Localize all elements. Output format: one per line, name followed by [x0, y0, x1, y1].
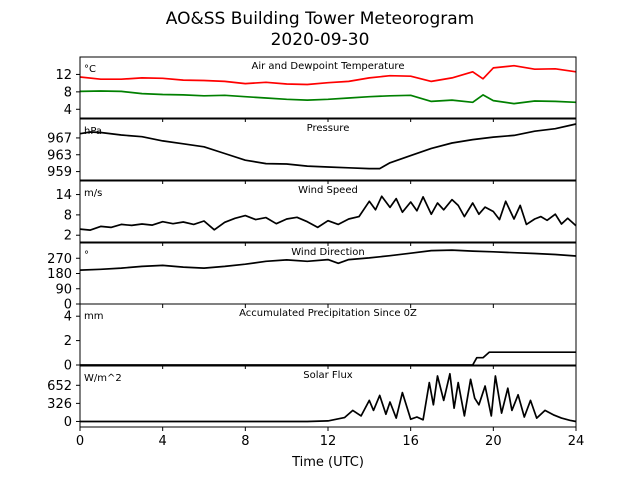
series-line-panel2-s0	[79, 123, 577, 170]
panel-3: 2 8 14 m/s Wind Speed	[55, 180, 577, 246]
x-tick-label: 16	[402, 434, 419, 449]
panel-unit-label: °C	[84, 64, 96, 75]
panels-group: 4 8 12 °C Air and Dewpoint Temperature 959 963…	[47, 56, 577, 431]
panel-unit-label: m/s	[84, 188, 102, 199]
x-axis: 0 4 8 12 16 20 24	[76, 434, 584, 449]
panel-5: 0 2 4 mm Accumulated Precipitation Since 0Z	[64, 303, 577, 374]
x-tick-label: 20	[485, 434, 502, 449]
figure-title: AO&SS Building Tower Meteorogram	[166, 9, 474, 29]
series-line-panel5-s0	[80, 351, 576, 366]
x-axis-label: Time (UTC)	[291, 455, 364, 470]
x-tick-label: 24	[568, 434, 585, 449]
y-tick-label: 0	[64, 415, 72, 430]
x-tick-label: 4	[159, 434, 167, 449]
panel-unit-label: W/m^2	[84, 373, 122, 384]
y-tick-label: 2	[64, 229, 72, 244]
panel-unit-label: °	[84, 250, 89, 261]
series-line-dewpoint	[79, 90, 577, 105]
panel-2: 959 963 967 hPa Pressure	[47, 118, 577, 184]
y-tick-label: 652	[47, 379, 72, 394]
panel-unit-label: hPa	[84, 126, 102, 137]
y-tick-label: 270	[47, 252, 72, 267]
y-tick-label: 14	[55, 188, 72, 203]
x-tick-label: 12	[320, 434, 337, 449]
figure-subtitle-date: 2020-09-30	[271, 30, 370, 50]
x-tick-label: 8	[241, 434, 249, 449]
y-tick-label: 963	[47, 148, 72, 163]
y-tick-label: 180	[47, 267, 72, 282]
y-tick-label: 0	[64, 298, 72, 313]
y-tick-label: 4	[64, 310, 72, 325]
panel-6: 0 326 652 W/m^2 Solar Flux	[47, 365, 577, 431]
series-line-temperature	[79, 64, 577, 86]
y-tick-label: 8	[64, 85, 72, 100]
y-tick-label: 967	[47, 131, 72, 146]
panel-1: 4 8 12 °C Air and Dewpoint Temperature	[55, 56, 577, 122]
y-tick-label: 4	[64, 103, 72, 118]
y-tick-label: 959	[47, 165, 72, 180]
y-tick-label: 326	[47, 397, 72, 412]
series-line-panel4-s0	[79, 249, 577, 271]
y-tick-label: 90	[55, 282, 72, 297]
y-tick-label: 8	[64, 208, 72, 223]
series-line-panel6-s0	[80, 372, 577, 423]
panel-title: Accumulated Precipitation Since 0Z	[239, 308, 417, 319]
x-tick-label: 0	[76, 434, 84, 449]
panel-title: Wind Direction	[291, 247, 365, 258]
y-tick-label: 2	[64, 334, 72, 349]
panel-title: Wind Speed	[298, 185, 358, 196]
series-line-panel3-s0	[79, 195, 577, 231]
panel-unit-label: mm	[84, 311, 103, 322]
y-tick-label: 12	[55, 68, 72, 83]
y-tick-label: 0	[64, 359, 72, 374]
panel-title: Air and Dewpoint Temperature	[252, 61, 405, 72]
panel-title: Pressure	[307, 123, 350, 134]
panel-title: Solar Flux	[303, 370, 353, 381]
